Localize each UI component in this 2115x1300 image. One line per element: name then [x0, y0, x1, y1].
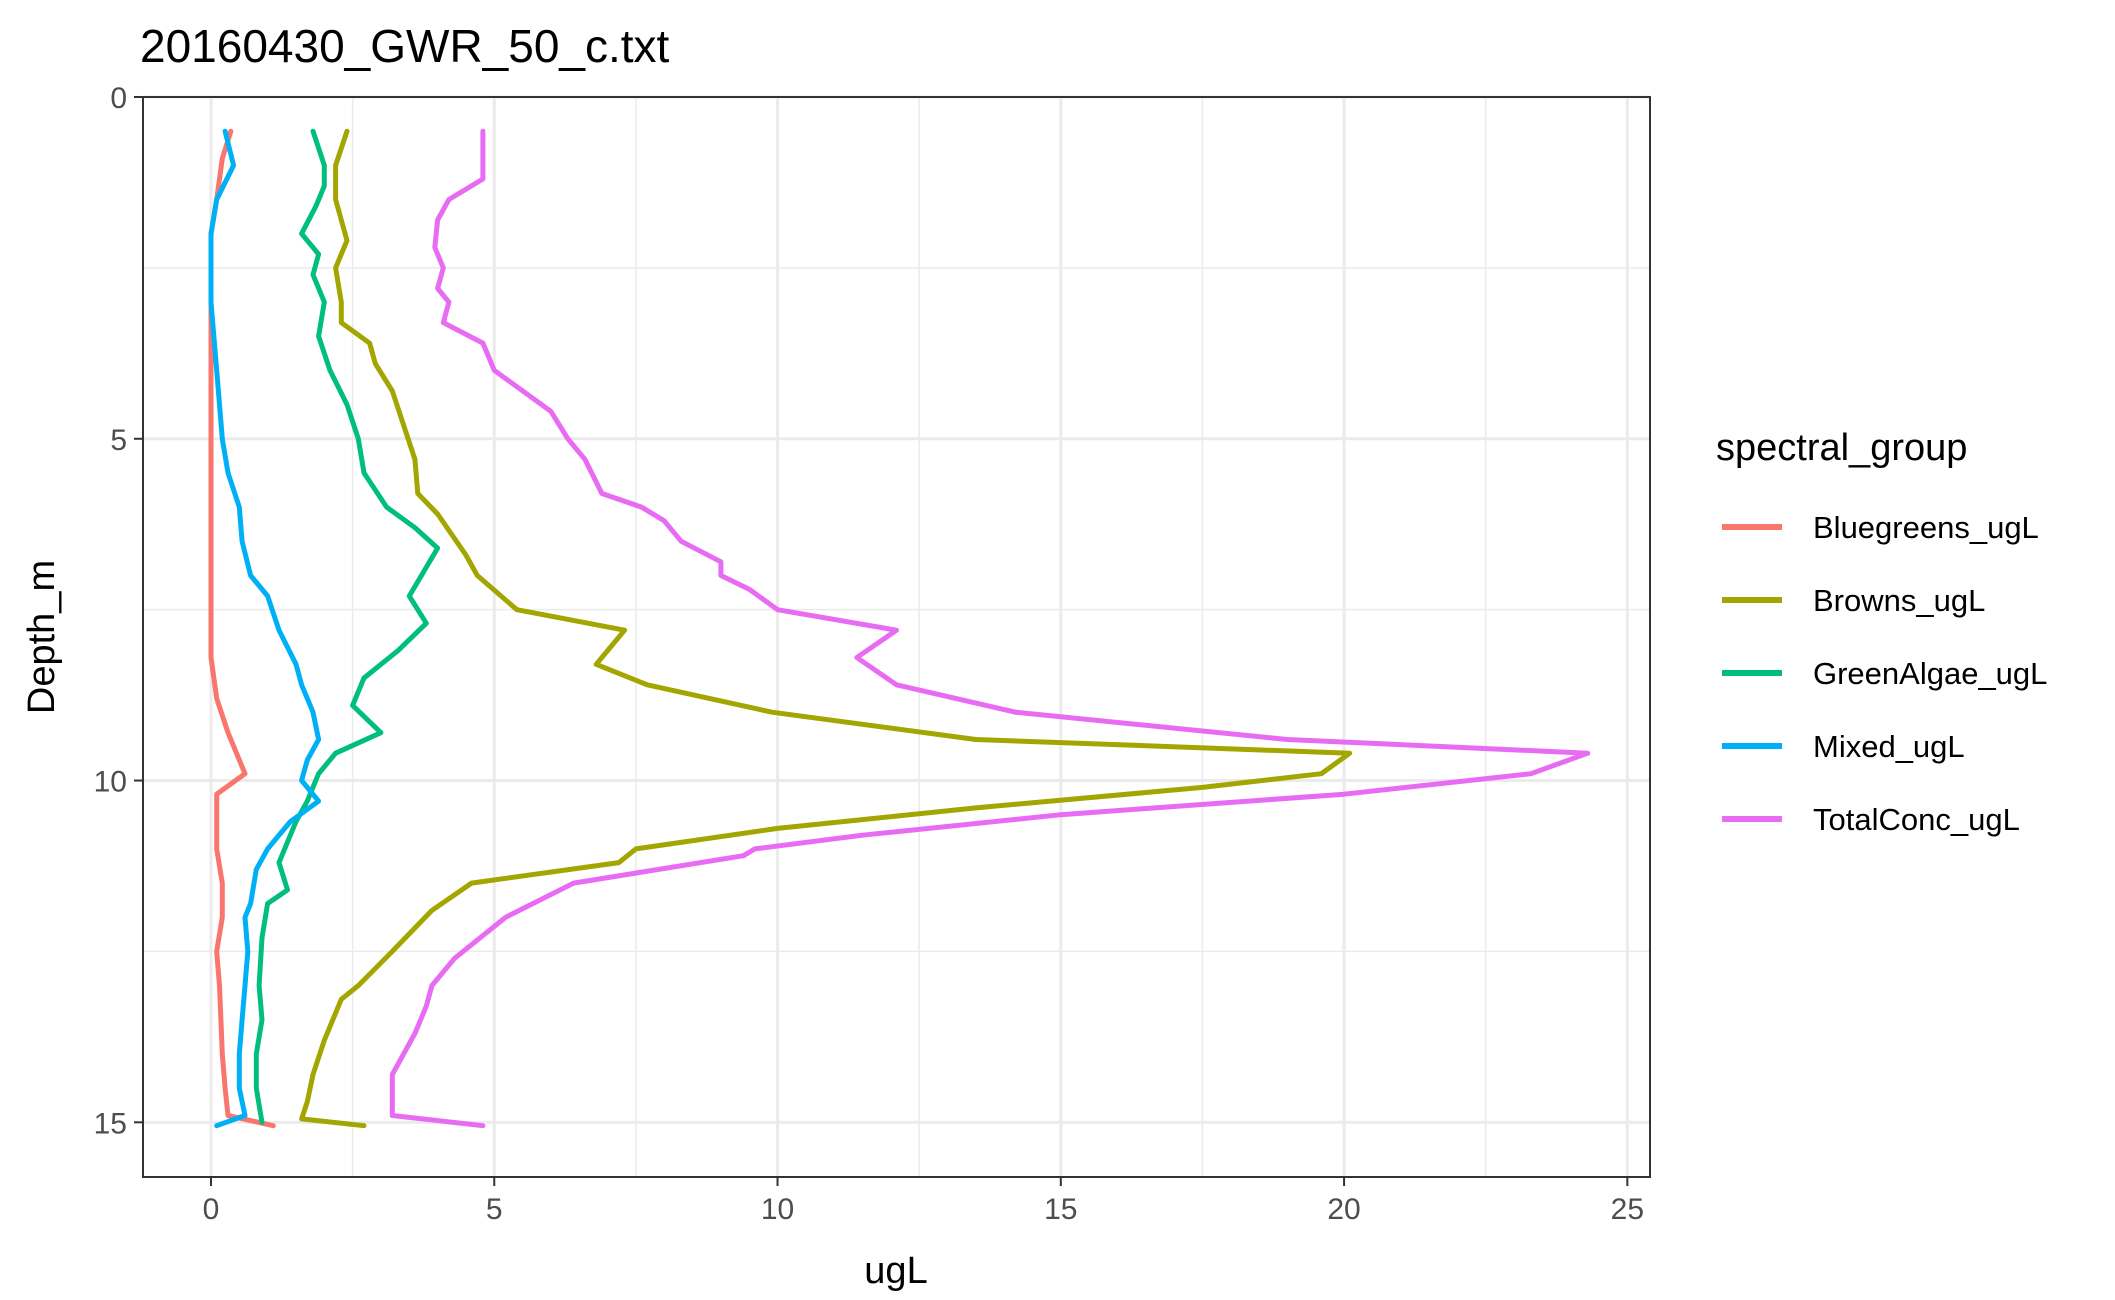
legend-label: GreenAlgae_ugL — [1813, 656, 2047, 691]
y-tick-label: 5 — [110, 424, 127, 457]
legend-label: Mixed_ugL — [1813, 729, 1965, 764]
x-tick-label: 25 — [1611, 1193, 1644, 1226]
x-tick-label: 5 — [486, 1193, 503, 1226]
y-axis: 0 5 10 15 — [94, 82, 143, 1140]
plot-panel-border — [142, 96, 1651, 1178]
series-line-totalconc-ugl — [389, 128, 1591, 1129]
y-tick-label: 10 — [94, 766, 127, 799]
y-tick-label: 0 — [110, 82, 127, 115]
chart-title: 20160430_GWR_50_c.txt — [140, 20, 670, 72]
series-line-greenalgae-ugl — [253, 128, 441, 1125]
y-tick-label: 15 — [94, 1107, 127, 1140]
legend-title: spectral_group — [1716, 427, 1967, 469]
minor-gridlines — [143, 97, 1650, 1177]
x-tick-label: 0 — [203, 1193, 220, 1226]
x-axis: 0 5 10 15 20 25 — [203, 1177, 1644, 1226]
x-tick-label: 20 — [1327, 1193, 1360, 1226]
legend-label: Bluegreens_ugL — [1813, 510, 2039, 545]
plot-panel-background — [143, 97, 1650, 1177]
x-axis-title: ugL — [864, 1250, 927, 1292]
series-line-browns-ugl — [299, 128, 1353, 1129]
x-tick-label: 15 — [1044, 1193, 1077, 1226]
x-tick-label: 10 — [761, 1193, 794, 1226]
legend-label: Browns_ugL — [1813, 583, 1985, 618]
series-line-mixed-ugl — [208, 128, 322, 1129]
y-axis-title: Depth_m — [21, 560, 63, 714]
legend-label: TotalConc_ugL — [1813, 802, 2020, 837]
legend: spectral_group Bluegreens_ugL Browns_ugL G… — [1716, 427, 2047, 837]
series-lines — [208, 128, 1591, 1129]
